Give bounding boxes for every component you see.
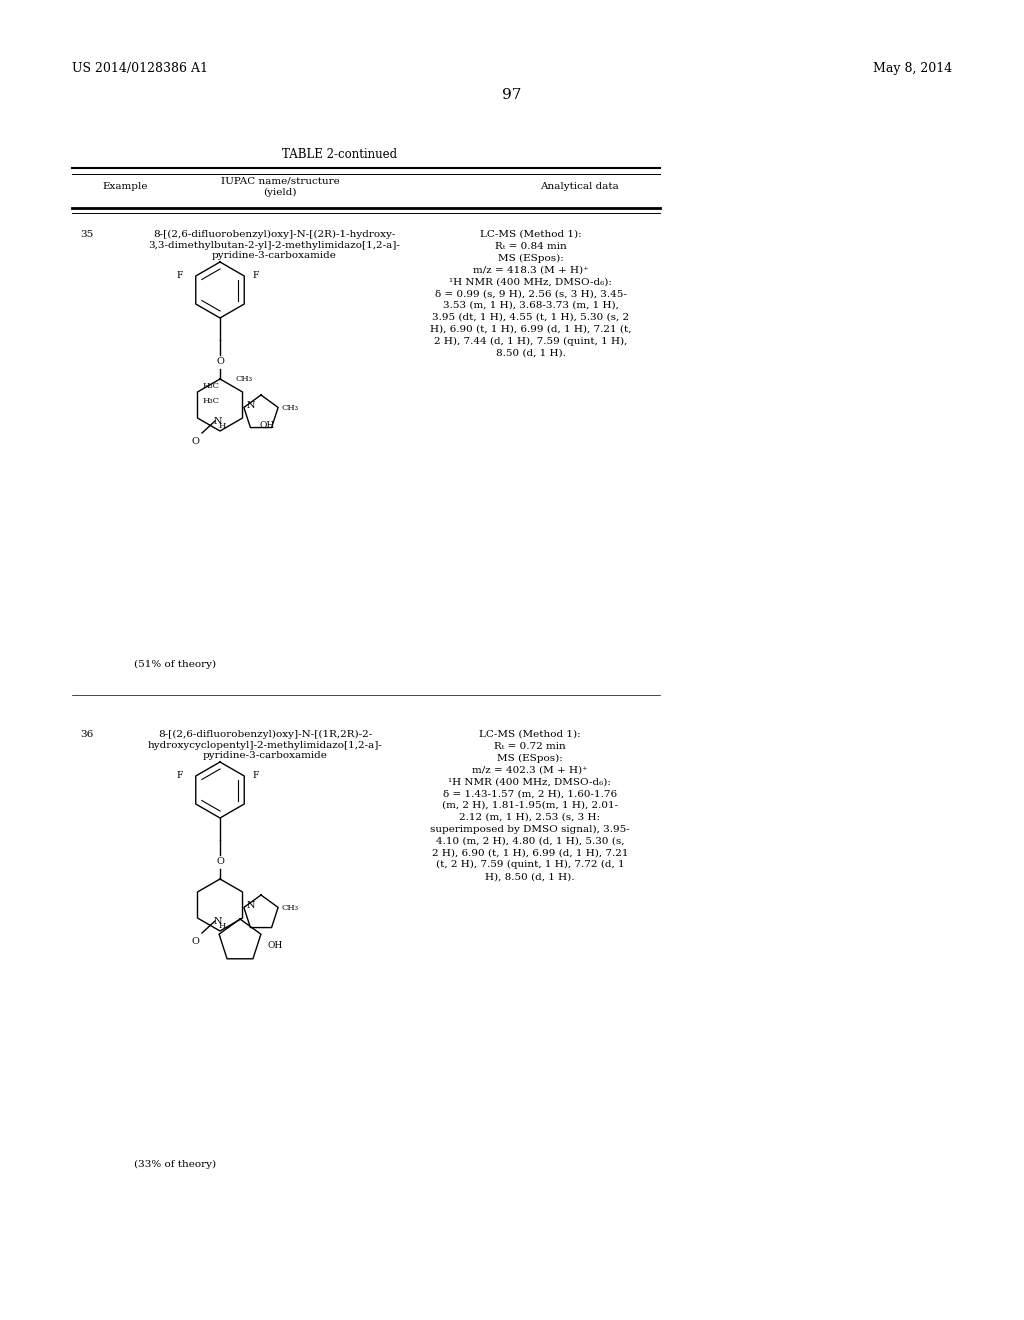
Text: LC-MS (Method 1):
Rₜ = 0.84 min
MS (ESpos):
m/z = 418.3 (M + H)⁺
¹H NMR (400 MHz: LC-MS (Method 1): Rₜ = 0.84 min MS (ESpo…: [430, 230, 632, 358]
Text: O: O: [216, 858, 224, 866]
Text: 8-[(2,6-difluorobenzyl)oxy]-N-[(1R,2R)-2-
hydroxycyclopentyl]-2-methylimidazo[1,: 8-[(2,6-difluorobenzyl)oxy]-N-[(1R,2R)-2…: [148, 730, 383, 760]
Text: 97: 97: [503, 88, 521, 102]
Text: May 8, 2014: May 8, 2014: [872, 62, 952, 75]
Text: N: N: [214, 417, 222, 425]
Text: Example: Example: [102, 182, 147, 191]
Text: (33% of theory): (33% of theory): [134, 1160, 216, 1170]
Text: F: F: [177, 272, 183, 281]
Text: N: N: [247, 900, 255, 909]
Text: O: O: [191, 437, 199, 446]
Text: F: F: [253, 771, 259, 780]
Text: Analytical data: Analytical data: [540, 182, 618, 191]
Text: F: F: [177, 771, 183, 780]
Text: O: O: [216, 358, 224, 367]
Text: F: F: [253, 272, 259, 281]
Text: CH₃: CH₃: [234, 375, 252, 383]
Text: LC-MS (Method 1):
Rₜ = 0.72 min
MS (ESpos):
m/z = 402.3 (M + H)⁺
¹H NMR (400 MHz: LC-MS (Method 1): Rₜ = 0.72 min MS (ESpo…: [430, 730, 630, 882]
Text: TABLE 2-continued: TABLE 2-continued: [283, 148, 397, 161]
Text: OH: OH: [260, 421, 275, 430]
Text: (yield): (yield): [263, 187, 297, 197]
Text: 8-[(2,6-difluorobenzyl)oxy]-N-[(2R)-1-hydroxy-
3,3-dimethylbutan-2-yl]-2-methyli: 8-[(2,6-difluorobenzyl)oxy]-N-[(2R)-1-hy…: [148, 230, 400, 260]
Text: IUPAC name/structure: IUPAC name/structure: [220, 176, 339, 185]
Text: CH₃: CH₃: [281, 404, 298, 412]
Text: OH: OH: [267, 941, 283, 950]
Text: H: H: [218, 921, 225, 931]
Text: 36: 36: [80, 730, 93, 739]
Text: H₃C: H₃C: [203, 381, 220, 389]
Text: CH₃: CH₃: [281, 904, 298, 912]
Text: O: O: [191, 936, 199, 945]
Text: US 2014/0128386 A1: US 2014/0128386 A1: [72, 62, 208, 75]
Text: 35: 35: [80, 230, 93, 239]
Text: N: N: [214, 916, 222, 925]
Text: H: H: [218, 422, 225, 430]
Text: (51% of theory): (51% of theory): [134, 660, 216, 669]
Text: H₃C: H₃C: [203, 397, 220, 405]
Text: N: N: [247, 400, 255, 409]
